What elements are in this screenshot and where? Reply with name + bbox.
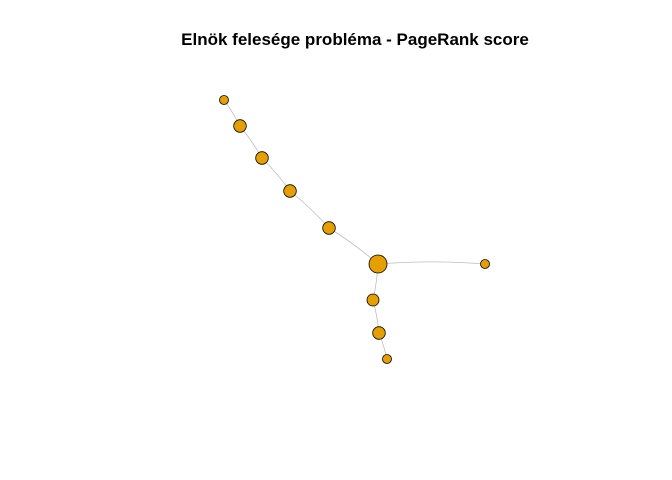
graph-node [366, 293, 380, 307]
graph-edge [289, 190, 330, 229]
graph-node [283, 184, 297, 198]
graph-node [368, 254, 388, 274]
graph-node [372, 326, 386, 340]
graph-edge [377, 261, 486, 265]
graph-node [382, 354, 392, 364]
edge-layer [223, 99, 486, 360]
graph-node [322, 221, 336, 235]
node-layer [219, 95, 490, 364]
graph-node [233, 119, 247, 133]
graph-node [219, 95, 229, 105]
graph-node [255, 151, 269, 165]
graph-node [480, 259, 490, 269]
chart-title: Elnök felesége probléma - PageRank score [181, 30, 529, 49]
